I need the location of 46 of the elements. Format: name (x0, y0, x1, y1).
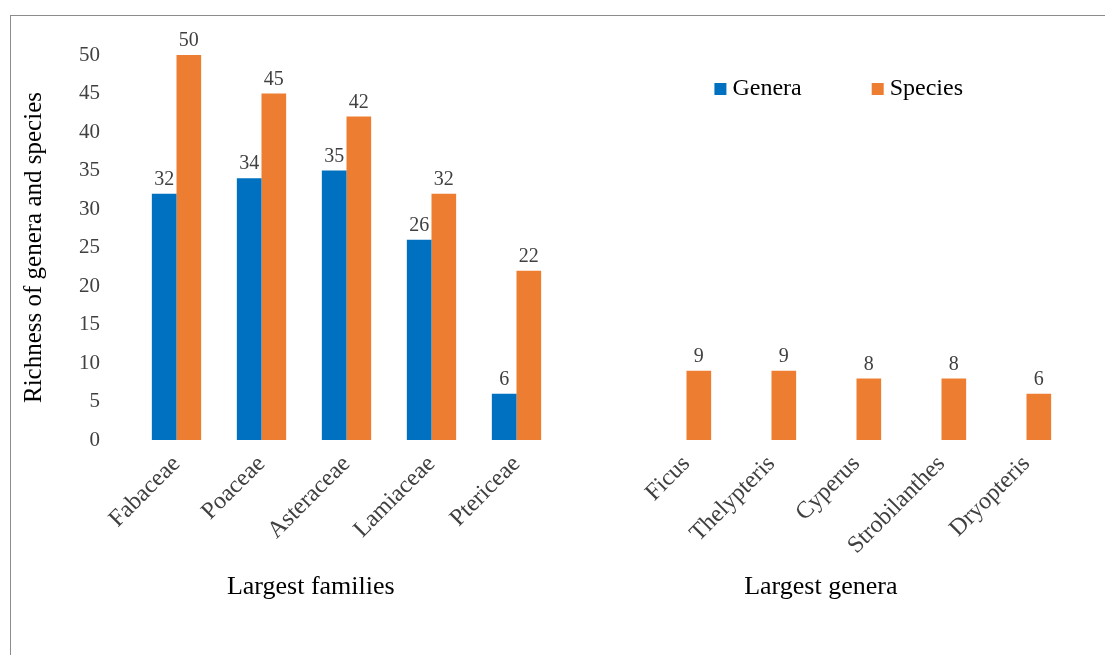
bar (261, 93, 287, 441)
y-tick-label: 40 (79, 118, 100, 143)
bar (491, 393, 517, 441)
y-tick-label: 10 (79, 349, 100, 374)
data-label: 6 (1033, 367, 1044, 390)
y-tick-label: 35 (79, 157, 100, 182)
bar (516, 270, 542, 441)
bar (941, 378, 967, 441)
data-label: 26 (409, 213, 430, 236)
data-label: 22 (518, 243, 539, 266)
y-tick-label: 25 (79, 234, 100, 259)
y-tick-label: 50 (79, 41, 100, 66)
data-label: 6 (499, 367, 510, 390)
data-label: 50 (178, 28, 199, 51)
data-label: 42 (348, 89, 369, 112)
data-label: 8 (948, 351, 959, 374)
bar (346, 116, 372, 441)
data-label: 45 (263, 66, 284, 89)
bar (236, 178, 262, 441)
legend-label: Species (889, 74, 963, 101)
y-tick-label: 20 (79, 272, 100, 297)
bar (686, 370, 712, 441)
data-label: 8 (863, 351, 874, 374)
data-label: 9 (693, 344, 704, 367)
bar (176, 55, 202, 441)
bar (856, 378, 882, 441)
data-label: 34 (239, 151, 260, 174)
bar (771, 370, 797, 441)
y-tick-label: 5 (89, 388, 100, 413)
bar (151, 193, 177, 441)
text: Largest families (226, 570, 395, 600)
y-tick-label: 0 (89, 426, 100, 451)
bar (406, 239, 432, 441)
data-label: 35 (324, 143, 345, 166)
data-label: 32 (154, 166, 175, 189)
text: Largest genera (744, 570, 898, 600)
y-tick-label: 45 (79, 80, 100, 105)
bar (1026, 393, 1052, 441)
data-label: 32 (433, 166, 454, 189)
legend-label: Genera (732, 74, 803, 101)
y-tick-label: 15 (79, 311, 100, 336)
y-axis-title: Richness of genera and species (18, 92, 46, 404)
data-label: 9 (778, 344, 789, 367)
bar (321, 170, 347, 441)
bar (431, 193, 457, 441)
y-tick-label: 30 (79, 195, 100, 220)
